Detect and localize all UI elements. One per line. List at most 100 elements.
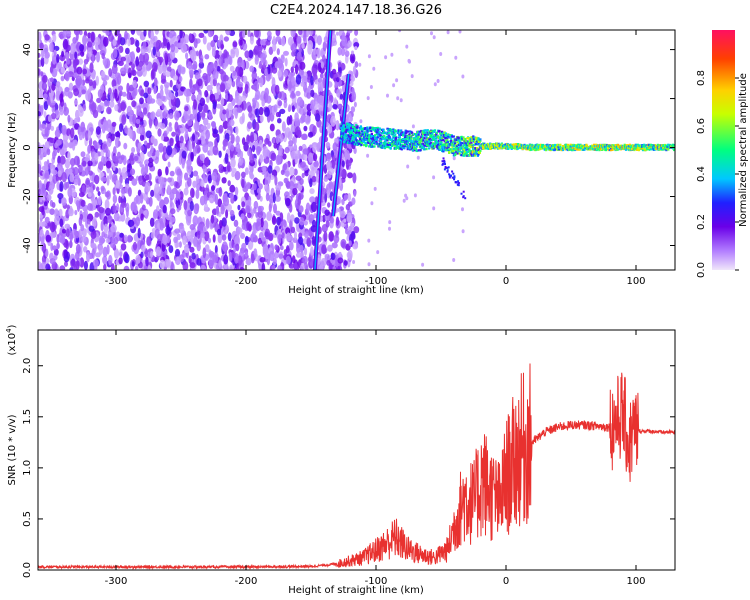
heatmap-noise-cell bbox=[234, 96, 239, 104]
heatmap-noise-cell bbox=[136, 46, 141, 53]
heatmap-noise-cell bbox=[264, 107, 270, 117]
heatmap-noise-cell bbox=[58, 197, 62, 204]
heatmap-noise-cell bbox=[63, 255, 70, 263]
heatmap-noise-cell bbox=[111, 263, 115, 270]
heatmap-noise-cell bbox=[338, 251, 342, 256]
heatmap-noise-cell bbox=[87, 130, 92, 141]
heatmap-signal-cell bbox=[348, 141, 351, 145]
heatmap-noise-cell bbox=[411, 124, 415, 129]
heatmap-noise-cell bbox=[46, 194, 52, 202]
heatmap-noise-cell bbox=[131, 261, 135, 267]
heatmap-noise-cell bbox=[256, 145, 261, 156]
heatmap-noise-cell bbox=[337, 208, 341, 213]
heatmap-noise-cell bbox=[232, 70, 237, 77]
heatmap-noise-cell bbox=[296, 252, 302, 258]
heatmap-noise-cell bbox=[287, 36, 294, 46]
heatmap-noise-cell bbox=[166, 126, 170, 135]
heatmap-signal-cell bbox=[369, 126, 372, 129]
heatmap-noise-cell bbox=[354, 30, 359, 36]
heatmap-noise-cell bbox=[299, 217, 305, 226]
heatmap-noise-cell bbox=[244, 251, 249, 257]
heatmap-signal-cell bbox=[438, 129, 441, 133]
heatmap-noise-cell bbox=[284, 170, 290, 177]
heatmap-noise-cell bbox=[347, 192, 352, 202]
heatmap-noise-cell bbox=[126, 234, 133, 243]
heatmap-noise-cell bbox=[178, 204, 182, 211]
heatmap-noise-cell bbox=[57, 155, 61, 165]
heatmap-noise-cell bbox=[241, 242, 247, 251]
heatmap-signal-cell bbox=[439, 148, 442, 151]
heatmap-noise-cell bbox=[187, 119, 193, 126]
heatmap-noise-cell bbox=[153, 77, 158, 86]
heatmap-noise-cell bbox=[141, 204, 146, 211]
heatmap-noise-cell bbox=[204, 90, 209, 98]
heatmap-noise-cell bbox=[237, 81, 244, 88]
heatmap-noise-cell bbox=[111, 121, 117, 127]
heatmap-noise-cell bbox=[186, 230, 192, 240]
heatmap-noise-cell bbox=[323, 176, 329, 182]
heatmap-noise-cell bbox=[137, 227, 141, 239]
heatmap-noise-cell bbox=[168, 245, 174, 254]
heatmap-noise-cell bbox=[399, 98, 403, 103]
heatmap-noise-cell bbox=[251, 71, 258, 80]
heatmap-noise-cell bbox=[307, 131, 314, 138]
heatmap-noise-cell bbox=[112, 187, 116, 196]
heatmap-noise-cell bbox=[353, 101, 357, 108]
heatmap-noise-cell bbox=[325, 142, 331, 149]
heatmap-noise-cell bbox=[250, 131, 254, 140]
heatmap-noise-cell bbox=[266, 211, 272, 222]
heatmap-noise-cell bbox=[295, 74, 302, 85]
heatmap-noise-cell bbox=[169, 191, 175, 201]
heatmap-noise-cell bbox=[260, 52, 266, 64]
heatmap-noise-cell bbox=[41, 124, 46, 129]
heatmap-noise-cell bbox=[49, 92, 54, 103]
heatmap-noise-cell bbox=[313, 213, 317, 219]
heatmap-noise-cell bbox=[291, 43, 297, 53]
heatmap-noise-cell bbox=[50, 162, 54, 174]
heatmap-noise-cell bbox=[247, 30, 251, 38]
heatmap-noise-cell bbox=[310, 99, 316, 108]
heatmap-noise-cell bbox=[351, 56, 355, 62]
heatmap-noise-cell bbox=[267, 165, 273, 174]
heatmap-noise-cell bbox=[245, 257, 252, 266]
heatmap-noise-cell bbox=[261, 98, 266, 107]
heatmap-signal-cell bbox=[452, 147, 455, 150]
heatmap-noise-cell bbox=[358, 62, 362, 67]
heatmap-noise-cell bbox=[120, 101, 126, 112]
heatmap-noise-cell bbox=[185, 52, 189, 60]
heatmap-noise-cell bbox=[80, 51, 85, 57]
heatmap-noise-cell bbox=[235, 135, 241, 144]
heatmap-noise-cell bbox=[386, 93, 389, 98]
heatmap-noise-cell bbox=[56, 234, 60, 244]
heatmap-noise-cell bbox=[102, 246, 108, 258]
heatmap-noise-cell bbox=[461, 74, 465, 79]
heatmap-noise-cell bbox=[274, 195, 281, 202]
heatmap-noise-cell bbox=[228, 251, 233, 262]
heatmap-noise-cell bbox=[86, 219, 91, 225]
heatmap-signal-cell bbox=[379, 142, 383, 145]
heatmap-noise-cell bbox=[454, 55, 458, 60]
heatmap-noise-cell bbox=[61, 197, 67, 206]
heatmap-noise-cell bbox=[82, 34, 88, 46]
heatmap-noise-cell bbox=[294, 262, 298, 270]
heatmap-noise-cell bbox=[366, 153, 370, 158]
heatmap-noise-cell bbox=[217, 228, 221, 236]
heatmap-noise-cell bbox=[83, 58, 89, 65]
heatmap-signal-cell bbox=[468, 150, 471, 153]
heatmap-noise-cell bbox=[432, 175, 436, 180]
heatmap-noise-cell bbox=[322, 41, 327, 52]
heatmap-noise-cell bbox=[206, 84, 213, 92]
heatmap-noise-cell bbox=[332, 104, 338, 110]
heatmap-noise-cell bbox=[68, 82, 74, 92]
heatmap-noise-cell bbox=[268, 203, 272, 213]
heatmap-noise-cell bbox=[218, 164, 224, 170]
heatmap-noise-cell bbox=[316, 48, 321, 59]
heatmap-noise-cell bbox=[105, 145, 109, 154]
heatmap-noise-cell bbox=[87, 144, 91, 154]
heatmap-noise-cell bbox=[169, 79, 173, 88]
heatmap-noise-cell bbox=[184, 114, 190, 122]
heatmap-noise-cell bbox=[184, 172, 189, 181]
heatmap-noise-cell bbox=[333, 234, 340, 244]
heatmap-noise-cell bbox=[141, 164, 145, 173]
heatmap-noise-cell bbox=[143, 80, 150, 88]
